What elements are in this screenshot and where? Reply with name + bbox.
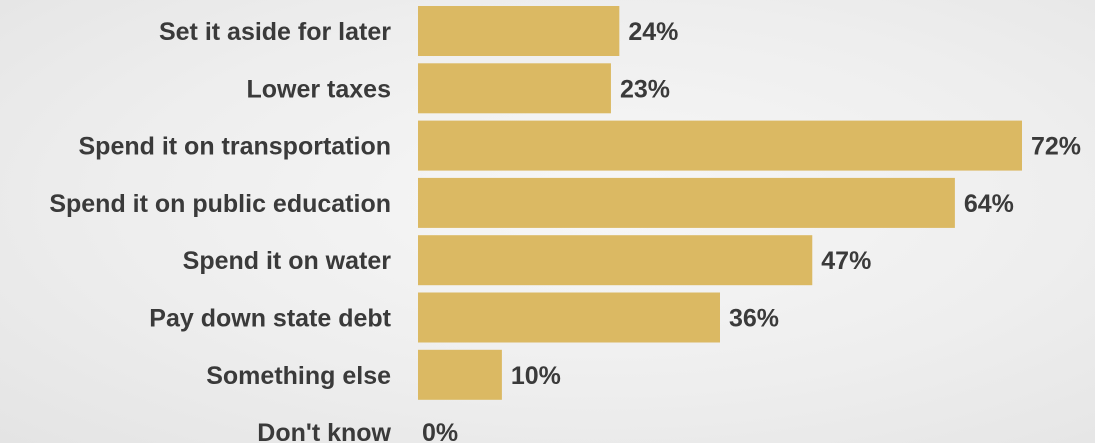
- value-label: 10%: [511, 362, 561, 390]
- category-label: Lower taxes: [246, 75, 391, 103]
- value-label: 64%: [964, 190, 1014, 218]
- value-label: 24%: [628, 18, 678, 46]
- category-label: Pay down state debt: [149, 305, 391, 333]
- category-label: Don't know: [257, 419, 391, 443]
- bar: [418, 177, 955, 228]
- bar: [418, 349, 502, 400]
- category-label: Spend it on transportation: [79, 133, 392, 161]
- bar: [418, 6, 620, 56]
- category-label: Set it aside for later: [159, 18, 391, 46]
- category-label: Spend it on water: [183, 247, 392, 275]
- value-label: 36%: [729, 305, 779, 333]
- bar: [418, 292, 720, 343]
- value-label: 72%: [1031, 133, 1081, 161]
- category-label: Spend it on public education: [49, 190, 391, 218]
- bar: [418, 235, 813, 286]
- value-label: 47%: [821, 247, 871, 275]
- bar: [418, 120, 1022, 171]
- bar: [418, 63, 611, 114]
- value-label: 23%: [620, 75, 670, 103]
- value-label: 0%: [422, 419, 458, 443]
- category-label: Something else: [206, 362, 391, 390]
